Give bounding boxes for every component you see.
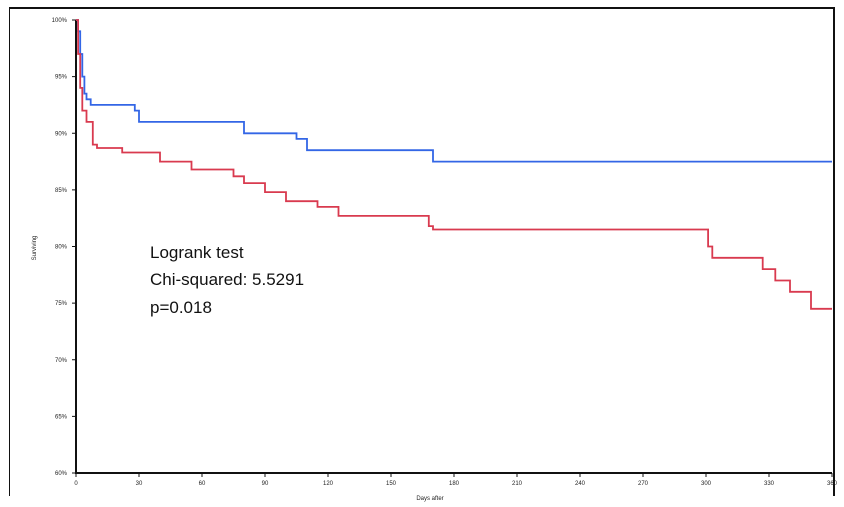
annotation-chi-squared: Chi-squared: 5.5291 bbox=[150, 270, 304, 289]
x-tick-label: 120 bbox=[323, 481, 334, 487]
x-tick-label: 300 bbox=[701, 481, 712, 487]
x-tick-label: 360 bbox=[827, 481, 838, 487]
y-axis-title: Surviving bbox=[32, 236, 38, 261]
y-tick-label: 65% bbox=[55, 414, 68, 420]
series-line-2 bbox=[76, 19, 832, 310]
y-tick-label: 80% bbox=[55, 245, 68, 251]
x-tick-label: 150 bbox=[386, 481, 397, 487]
series-line-1 bbox=[76, 19, 832, 163]
series-layer bbox=[76, 19, 832, 310]
annotation-logrank: Logrank test bbox=[150, 243, 244, 262]
x-axis-title: Days after bbox=[416, 496, 443, 502]
ticks: 60% 65% 70% 75% 80% 85% 90% 95% 100% 0 30 60 90 120 15… bbox=[52, 18, 838, 487]
y-tick-label: 85% bbox=[55, 188, 68, 194]
x-tick-label: 210 bbox=[512, 481, 523, 487]
y-tick-label: 75% bbox=[55, 301, 68, 307]
x-tick-label: 330 bbox=[764, 481, 775, 487]
chart-frame bbox=[9, 7, 835, 496]
x-tick-label: 0 bbox=[74, 481, 78, 487]
y-tick-label: 100% bbox=[52, 18, 68, 24]
x-tick-label: 270 bbox=[638, 481, 649, 487]
x-tick-label: 240 bbox=[575, 481, 586, 487]
y-tick-label: 60% bbox=[55, 471, 68, 477]
x-tick-label: 60 bbox=[199, 481, 206, 487]
annotation-p-value: p=0.018 bbox=[150, 298, 212, 317]
x-tick-label: 90 bbox=[262, 481, 269, 487]
x-tick-label: 180 bbox=[449, 481, 460, 487]
y-tick-label: 90% bbox=[55, 131, 68, 137]
x-tick-label: 30 bbox=[136, 481, 143, 487]
y-tick-label: 95% bbox=[55, 75, 68, 81]
y-tick-label: 70% bbox=[55, 358, 68, 364]
